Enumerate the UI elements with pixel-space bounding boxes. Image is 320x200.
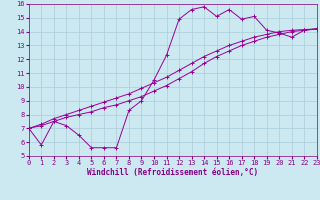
X-axis label: Windchill (Refroidissement éolien,°C): Windchill (Refroidissement éolien,°C) — [87, 168, 258, 177]
